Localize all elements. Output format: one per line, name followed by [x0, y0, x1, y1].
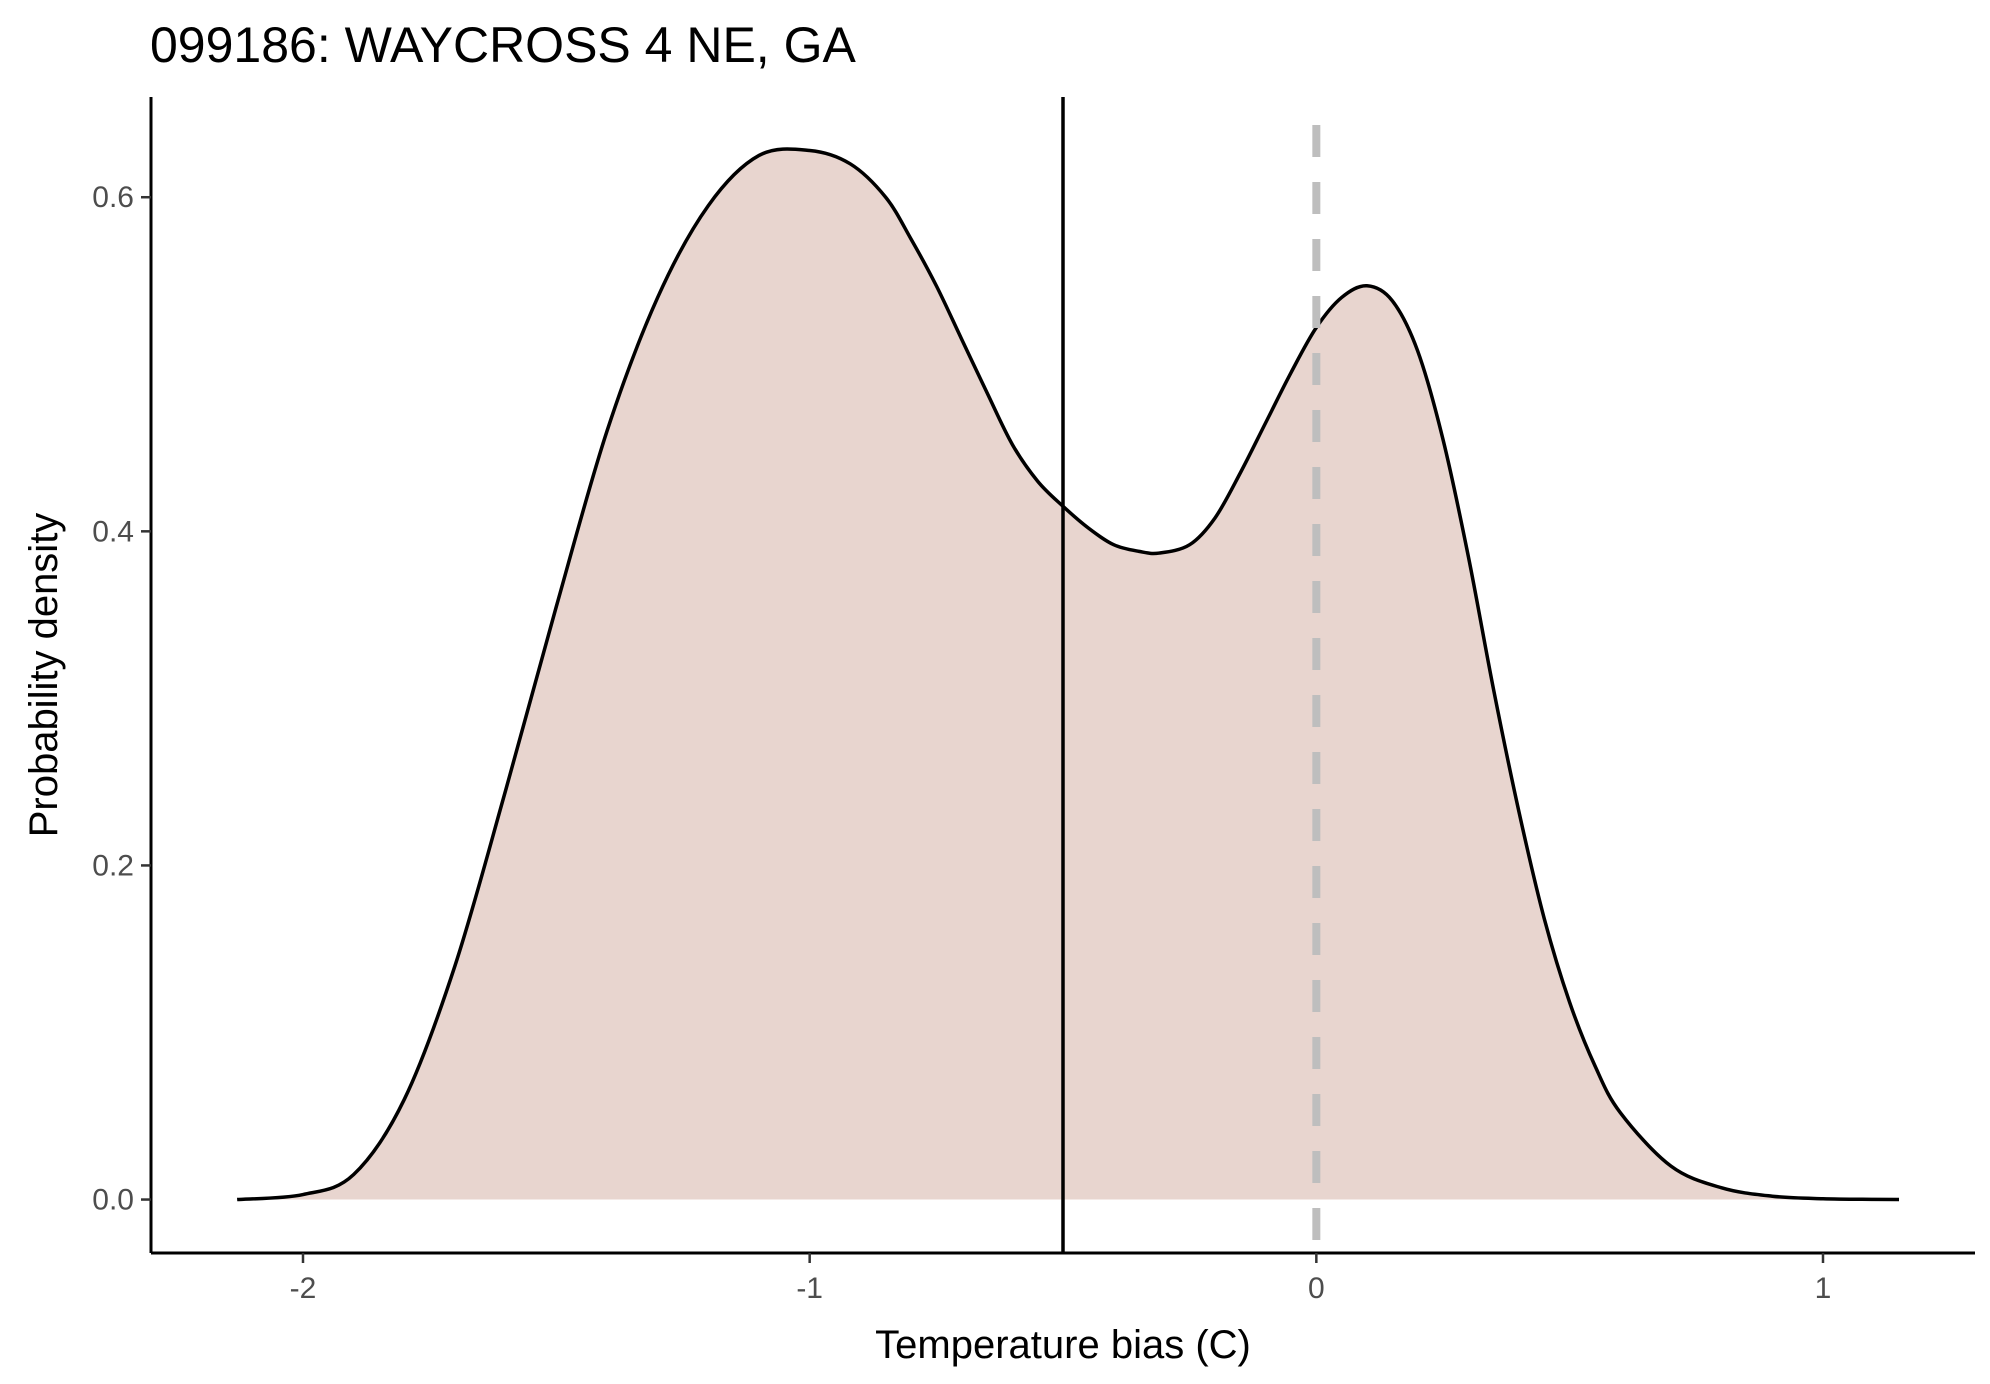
- axes: [149, 97, 1975, 1255]
- x-tick-label: 1: [1815, 1272, 1832, 1305]
- y-tick-label: 0.6: [92, 181, 134, 214]
- density-curve: [236, 147, 1900, 1202]
- y-tick-label: 0.0: [92, 1184, 134, 1217]
- y-tick-label: 0.2: [92, 849, 134, 882]
- chart-title: 099186: WAYCROSS 4 NE, GA: [150, 17, 856, 73]
- y-axis-ticks: 0.0 0.2 0.4 0.6: [92, 181, 151, 1217]
- x-tick-label: 0: [1308, 1272, 1325, 1305]
- plot-area: [236, 97, 1900, 1253]
- x-axis-ticks: -2 -1 0 1: [290, 1253, 1832, 1305]
- y-axis-title: Probability density: [22, 513, 66, 838]
- y-tick-label: 0.4: [92, 515, 134, 548]
- x-tick-label: -2: [290, 1272, 317, 1305]
- x-axis-title: Temperature bias (C): [875, 1323, 1251, 1367]
- x-tick-label: -1: [796, 1272, 823, 1305]
- density-area-fill: [237, 148, 1899, 1200]
